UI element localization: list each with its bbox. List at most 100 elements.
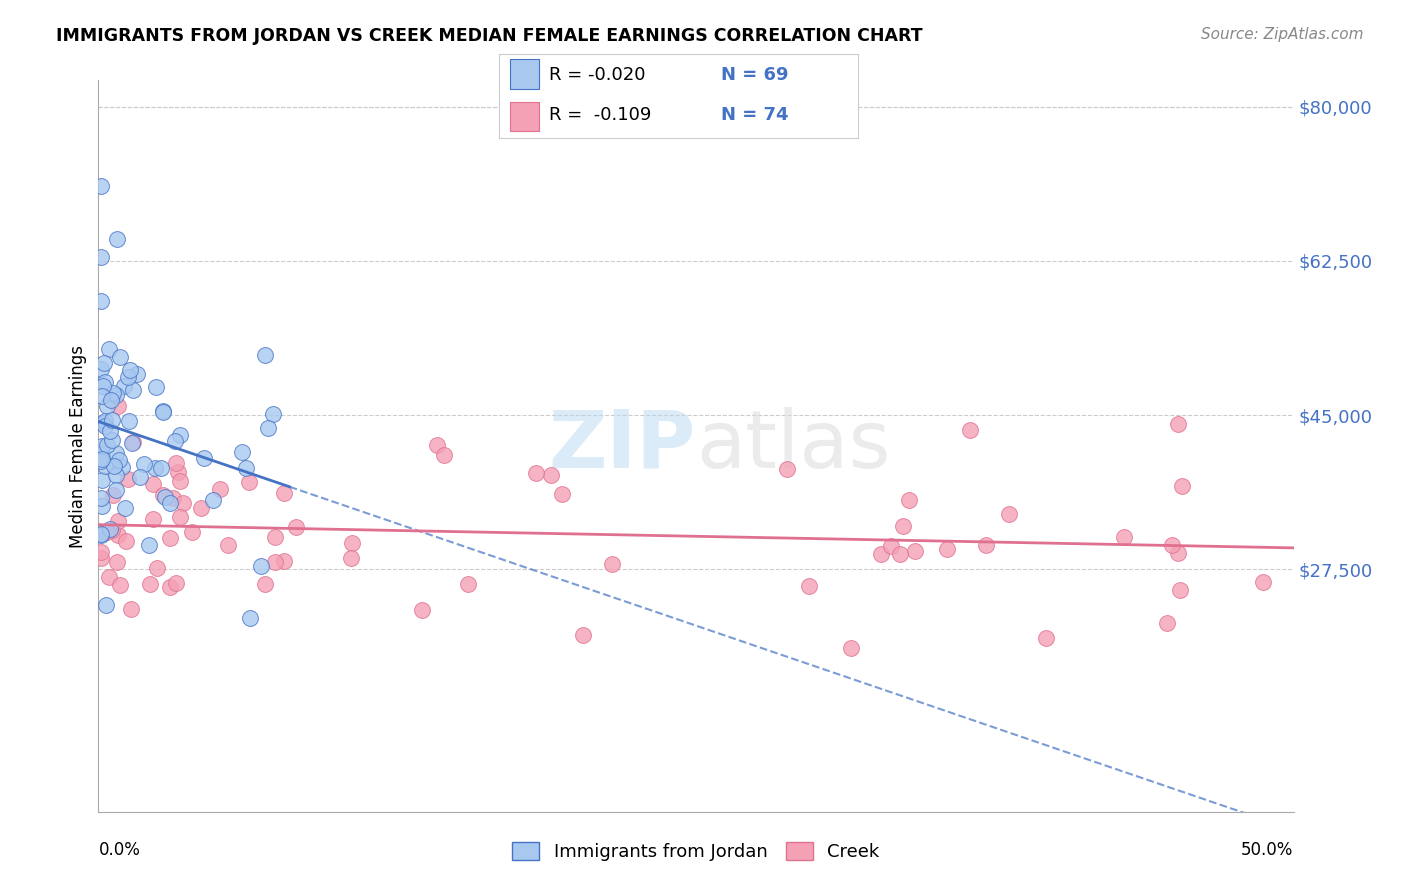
Point bbox=[239, 611, 262, 625]
Point bbox=[142, 476, 165, 491]
Point bbox=[103, 488, 125, 502]
Point bbox=[897, 492, 920, 507]
Point bbox=[105, 232, 128, 246]
Point bbox=[121, 435, 143, 450]
Point bbox=[94, 599, 117, 613]
Point bbox=[145, 380, 167, 394]
Point bbox=[1156, 615, 1178, 630]
Point bbox=[540, 468, 562, 483]
Point bbox=[114, 500, 136, 515]
FancyBboxPatch shape bbox=[510, 102, 538, 131]
Point bbox=[155, 490, 177, 504]
Point bbox=[797, 579, 820, 593]
Point bbox=[1161, 538, 1184, 552]
Point bbox=[90, 526, 112, 541]
Point bbox=[250, 559, 273, 574]
Point bbox=[96, 399, 118, 413]
Point bbox=[90, 545, 112, 559]
Point bbox=[98, 343, 121, 357]
Point bbox=[340, 535, 363, 549]
Point bbox=[1251, 574, 1274, 589]
Text: N = 74: N = 74 bbox=[721, 106, 789, 124]
Point bbox=[112, 379, 135, 393]
Point bbox=[101, 523, 124, 537]
Point bbox=[145, 560, 167, 574]
Point bbox=[904, 544, 927, 558]
Point bbox=[891, 518, 914, 533]
Point bbox=[997, 507, 1019, 521]
Point bbox=[138, 538, 160, 552]
Point bbox=[107, 400, 129, 414]
Point bbox=[96, 438, 118, 452]
Point bbox=[159, 531, 181, 545]
Point bbox=[152, 403, 174, 417]
Point bbox=[90, 473, 112, 487]
Text: 50.0%: 50.0% bbox=[1241, 841, 1294, 859]
Point bbox=[433, 448, 456, 462]
Point bbox=[193, 450, 215, 465]
Point bbox=[98, 570, 121, 584]
Point bbox=[121, 383, 143, 397]
Point bbox=[209, 483, 232, 497]
Point bbox=[107, 514, 129, 528]
Point bbox=[90, 250, 112, 264]
Legend: Immigrants from Jordan, Creek: Immigrants from Jordan, Creek bbox=[505, 835, 887, 869]
Point bbox=[339, 551, 361, 566]
Point bbox=[841, 641, 863, 656]
Y-axis label: Median Female Earnings: Median Female Earnings bbox=[69, 344, 87, 548]
Point bbox=[165, 456, 187, 470]
Point bbox=[169, 428, 191, 442]
Point bbox=[263, 530, 285, 544]
Point bbox=[457, 577, 479, 591]
Text: IMMIGRANTS FROM JORDAN VS CREEK MEDIAN FEMALE EARNINGS CORRELATION CHART: IMMIGRANTS FROM JORDAN VS CREEK MEDIAN F… bbox=[56, 27, 922, 45]
Point bbox=[108, 578, 131, 592]
Point bbox=[90, 491, 112, 506]
Point bbox=[91, 379, 114, 393]
Point bbox=[94, 414, 117, 428]
Point bbox=[426, 438, 449, 452]
Point bbox=[96, 524, 118, 539]
Point bbox=[253, 576, 276, 591]
Point bbox=[139, 577, 162, 591]
Text: atlas: atlas bbox=[696, 407, 890, 485]
Point bbox=[141, 512, 163, 526]
Point bbox=[163, 434, 186, 449]
Point bbox=[1114, 530, 1136, 544]
Point bbox=[100, 393, 122, 408]
Point bbox=[169, 510, 191, 524]
Point bbox=[105, 555, 128, 569]
Point bbox=[1168, 583, 1191, 598]
Point bbox=[231, 445, 253, 459]
Point bbox=[152, 488, 174, 502]
Point bbox=[91, 417, 114, 431]
Point bbox=[1167, 417, 1189, 431]
Point bbox=[93, 356, 115, 370]
Point bbox=[104, 467, 127, 482]
Point bbox=[273, 485, 295, 500]
Point bbox=[98, 424, 121, 438]
Point bbox=[91, 439, 114, 453]
Point bbox=[108, 452, 131, 467]
Point bbox=[125, 367, 148, 381]
Point bbox=[162, 491, 184, 506]
Point bbox=[235, 460, 257, 475]
Point bbox=[91, 499, 114, 513]
Point bbox=[118, 414, 141, 428]
Point bbox=[551, 487, 574, 501]
Point bbox=[105, 483, 128, 498]
Point bbox=[120, 602, 142, 616]
Point bbox=[936, 542, 959, 557]
Point bbox=[285, 520, 308, 534]
Point bbox=[117, 472, 139, 486]
Point bbox=[165, 576, 187, 591]
Point bbox=[159, 496, 181, 510]
Text: 0.0%: 0.0% bbox=[98, 841, 141, 859]
Point bbox=[524, 467, 547, 481]
Point bbox=[122, 434, 145, 449]
FancyBboxPatch shape bbox=[510, 60, 538, 89]
Point bbox=[600, 557, 623, 571]
Point bbox=[152, 405, 174, 419]
Point bbox=[172, 496, 194, 510]
Point bbox=[101, 385, 124, 400]
Point bbox=[1167, 546, 1189, 560]
